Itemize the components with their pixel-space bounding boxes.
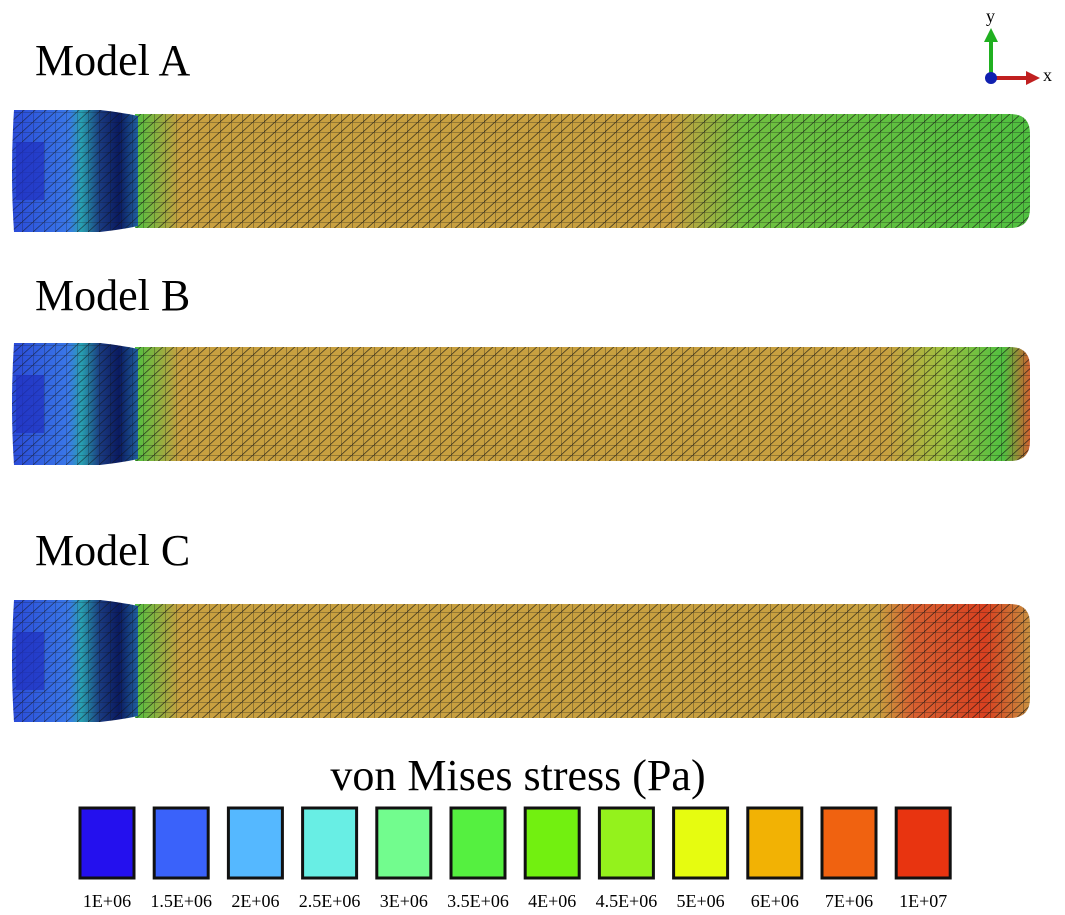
legend-label: 1.5E+06: [150, 891, 212, 911]
z-dot: [985, 72, 997, 84]
legend-label: 5E+06: [677, 891, 725, 911]
legend-swatch: [599, 808, 653, 878]
body-mesh: [135, 604, 1030, 718]
model-label: Model C: [35, 526, 190, 575]
legend-label: 4.5E+06: [596, 891, 658, 911]
end-core: [16, 142, 44, 200]
legend-swatch: [154, 808, 208, 878]
legend-swatch: [896, 808, 950, 878]
x-arrow-head: [1026, 71, 1040, 85]
legend-swatch: [674, 808, 728, 878]
legend-label: 7E+06: [825, 891, 873, 911]
model-mesh: [12, 343, 1030, 465]
legend-label: 3E+06: [380, 891, 428, 911]
model-mesh: [12, 110, 1030, 232]
body-mesh: [135, 347, 1030, 461]
end-core: [16, 375, 44, 433]
legend-label: 6E+06: [751, 891, 799, 911]
x-axis-label: x: [1043, 65, 1052, 85]
legend-swatch: [451, 808, 505, 878]
y-arrow-head: [984, 28, 998, 42]
legend-swatch: [748, 808, 802, 878]
legend-label: 2E+06: [231, 891, 279, 911]
body-mesh: [135, 114, 1030, 228]
legend-label: 1E+07: [899, 891, 947, 911]
end-core: [16, 632, 44, 690]
legend-label: 1E+06: [83, 891, 131, 911]
legend-swatch: [525, 808, 579, 878]
figure: y x von Mises stress (Pa) Model A Model B…: [0, 0, 1065, 915]
legend-title: von Mises stress (Pa): [330, 751, 705, 800]
model-label: Model A: [35, 36, 190, 85]
model-label: Model B: [35, 271, 190, 320]
legend-label: 3.5E+06: [447, 891, 509, 911]
legend-swatch: [303, 808, 357, 878]
legend-swatch: [228, 808, 282, 878]
legend-swatch: [80, 808, 134, 878]
legend-swatch: [822, 808, 876, 878]
y-axis-label: y: [986, 6, 995, 26]
legend-label: 2.5E+06: [299, 891, 361, 911]
model-mesh: [12, 600, 1030, 722]
legend-label: 4E+06: [528, 891, 576, 911]
legend-swatch: [377, 808, 431, 878]
